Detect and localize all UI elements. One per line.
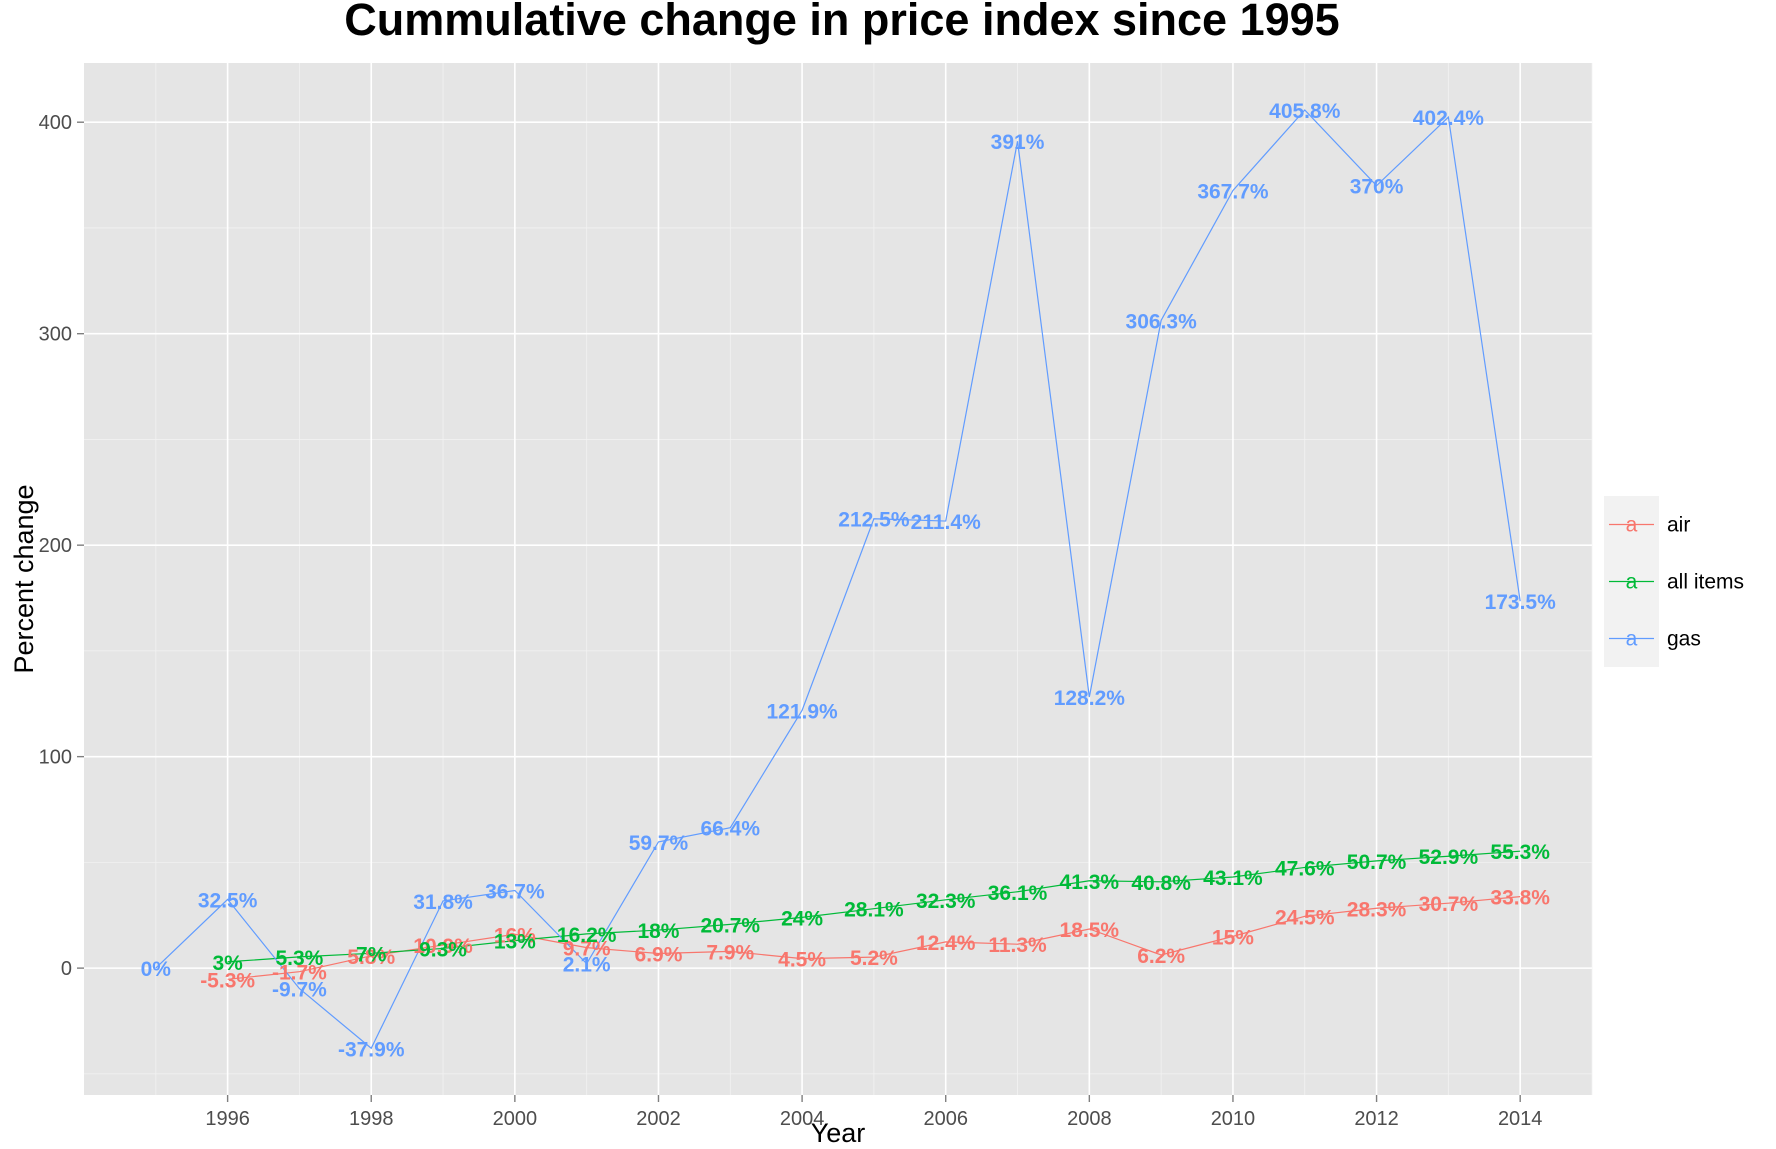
major-grid [84,63,1592,1095]
series-line-air [227,896,1521,980]
x-tick-label: 2014 [1498,1108,1543,1130]
y-tick-label: 200 [39,535,72,557]
y-tick-label: 400 [39,112,72,134]
data-label-air: -1.7% [272,962,327,985]
data-label-all-items: 7% [356,943,387,966]
data-label-gas: -37.9% [338,1038,405,1061]
legend: a air a all items a gas [1604,496,1744,667]
data-label-air: 18.5% [1060,919,1120,942]
data-label-air: 7.9% [706,941,754,964]
data-label-gas: 121.9% [766,700,838,723]
legend-label-all-items: all items [1667,571,1744,594]
y-axis: 0 100 200 300 400 [39,112,84,980]
x-tick-label: 2006 [923,1108,968,1130]
series-lines [155,109,1521,1050]
data-label-gas: 391% [991,131,1045,154]
data-label-all-items: 50.7% [1347,851,1407,874]
data-label-gas: 0% [141,958,172,981]
data-label-air: 6.2% [1137,945,1185,968]
data-label-all-items: 28.1% [844,899,904,922]
legend-label-gas: gas [1667,628,1701,651]
data-label-air: 28.3% [1347,898,1407,921]
data-label-air: 12.4% [916,932,976,955]
y-tick-label: 100 [39,747,72,769]
data-label-gas: 59.7% [629,832,689,855]
data-label-all-items: 52.9% [1419,846,1479,869]
data-label-all-items: 3% [212,952,243,975]
series-line-all-items [227,850,1521,963]
data-label-all-items: 18% [637,920,679,943]
data-labels: -5.3% -1.7% 5.8% 10.9% 16% 9.7% 6.9% 7.9% 4.5% 5.… [141,100,1556,1061]
minor-grid [84,63,1593,1095]
data-label-air: 33.8% [1490,887,1550,910]
x-tick-label: 2012 [1354,1108,1399,1130]
data-label-all-items: 24% [781,907,823,930]
data-label-air: 9.7% [563,938,611,961]
data-label-gas: 32.5% [198,889,258,912]
data-label-air: 15% [1212,926,1254,949]
data-label-all-items: 41.3% [1060,871,1120,894]
data-label-all-items: 40.8% [1131,872,1191,895]
y-axis-title: Percent change [9,484,39,673]
data-label-gas: 402.4% [1413,107,1485,130]
data-label-all-items: 32.3% [916,890,976,913]
data-label-all-items: 20.7% [701,914,761,937]
legend-key-glyph-air: a [1626,514,1638,537]
data-label-air: 5.8% [347,946,395,969]
data-label-gas: 31.8% [413,891,473,914]
y-tick-label: 300 [39,324,72,346]
data-label-gas: 2.1% [563,954,611,977]
data-label-air: 24.5% [1275,906,1335,929]
plot-panel [84,63,1592,1095]
data-label-gas: 405.8% [1269,100,1341,123]
legend-key-glyph-gas: a [1626,628,1638,651]
chart-title: Cummulative change in price index since … [344,0,1339,45]
data-label-air: 6.9% [635,944,683,967]
x-axis-title: Year [811,1118,866,1148]
data-label-gas: 128.2% [1054,687,1126,710]
data-label-air: 4.5% [778,949,826,972]
data-label-gas: 367.7% [1197,181,1269,204]
data-label-all-items: 43.1% [1203,867,1263,890]
data-label-all-items: 5.3% [275,947,323,970]
data-label-all-items: 9.3% [419,938,467,961]
data-label-all-items: 47.6% [1275,857,1335,880]
data-label-air: 5.2% [850,947,898,970]
data-label-gas: 306.3% [1126,310,1198,333]
data-label-air: 10.9% [413,935,473,958]
data-label-gas: 36.7% [485,881,545,904]
data-label-gas: 370% [1350,176,1404,199]
data-label-air: 16% [494,924,536,947]
x-tick-label: 1998 [349,1108,394,1130]
data-label-all-items: 55.3% [1490,841,1550,864]
x-axis: 1996 1998 2000 2002 2004 2006 2008 2010 2012 2014 [205,1095,1542,1130]
y-tick-label: 0 [61,958,72,980]
data-label-gas: 66.4% [701,818,761,841]
data-label-air: 30.7% [1419,893,1479,916]
data-label-all-items: 36.1% [988,882,1048,905]
x-tick-label: 2004 [780,1108,825,1130]
x-tick-label: 2010 [1211,1108,1256,1130]
data-label-air: -5.3% [200,969,255,992]
data-label-gas: -9.7% [272,979,327,1002]
x-tick-label: 2002 [636,1108,681,1130]
data-label-all-items: 13% [494,931,536,954]
series-line-gas [155,109,1521,1050]
legend-label-air: air [1667,514,1690,537]
data-label-gas: 173.5% [1485,591,1557,614]
x-tick-label: 2000 [493,1108,538,1130]
data-label-all-items: 16.2% [557,924,617,947]
data-label-gas: 212.5% [838,509,910,532]
data-label-air: 11.3% [988,934,1047,957]
legend-key-glyph-all-items: a [1626,571,1638,594]
data-label-gas: 211.4% [911,511,981,534]
x-tick-label: 1996 [205,1108,250,1130]
x-tick-label: 2008 [1067,1108,1112,1130]
